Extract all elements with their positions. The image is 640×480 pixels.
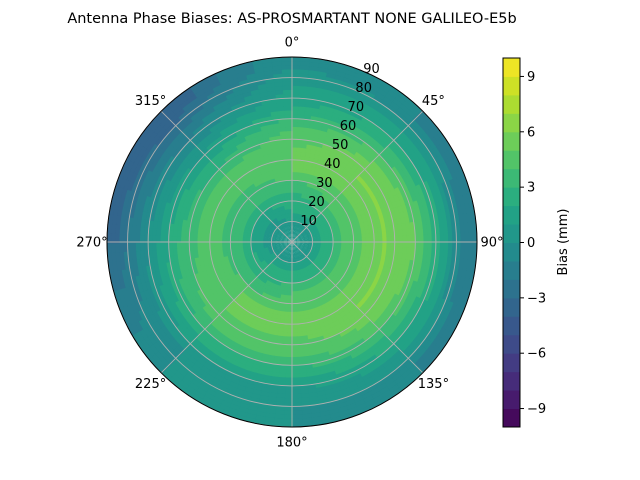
field-cell xyxy=(282,242,288,245)
field-cell xyxy=(282,242,288,244)
field-cell xyxy=(289,228,292,234)
field-cell xyxy=(337,239,343,243)
field-cell xyxy=(292,240,298,242)
field-cell xyxy=(289,232,292,238)
field-cell xyxy=(293,250,295,256)
field-cell xyxy=(290,236,292,242)
field-cell xyxy=(300,239,306,242)
field-cell xyxy=(286,242,292,245)
field-cell xyxy=(292,245,295,252)
field-cell xyxy=(292,246,294,252)
field-cell xyxy=(289,236,292,242)
field-cell xyxy=(292,246,295,252)
field-cell xyxy=(292,239,298,242)
field-cell xyxy=(292,242,294,248)
field-cell xyxy=(289,191,293,197)
field-cell xyxy=(300,239,306,241)
field-cell xyxy=(291,287,295,293)
field-cell xyxy=(286,242,292,244)
field-cell xyxy=(290,232,292,238)
field-cell xyxy=(296,239,302,242)
field-cell xyxy=(282,242,289,245)
field-cell xyxy=(289,228,291,234)
chart-title: Antenna Phase Biases: AS-PROSMARTANT NON… xyxy=(67,11,516,27)
field-cell xyxy=(241,241,247,245)
field-cell xyxy=(289,232,292,239)
field-cell xyxy=(292,242,295,248)
field-cell xyxy=(278,243,284,245)
field-cell xyxy=(292,250,295,256)
field-cell xyxy=(278,242,284,245)
field-cell xyxy=(295,239,302,242)
field-cell xyxy=(296,240,302,242)
